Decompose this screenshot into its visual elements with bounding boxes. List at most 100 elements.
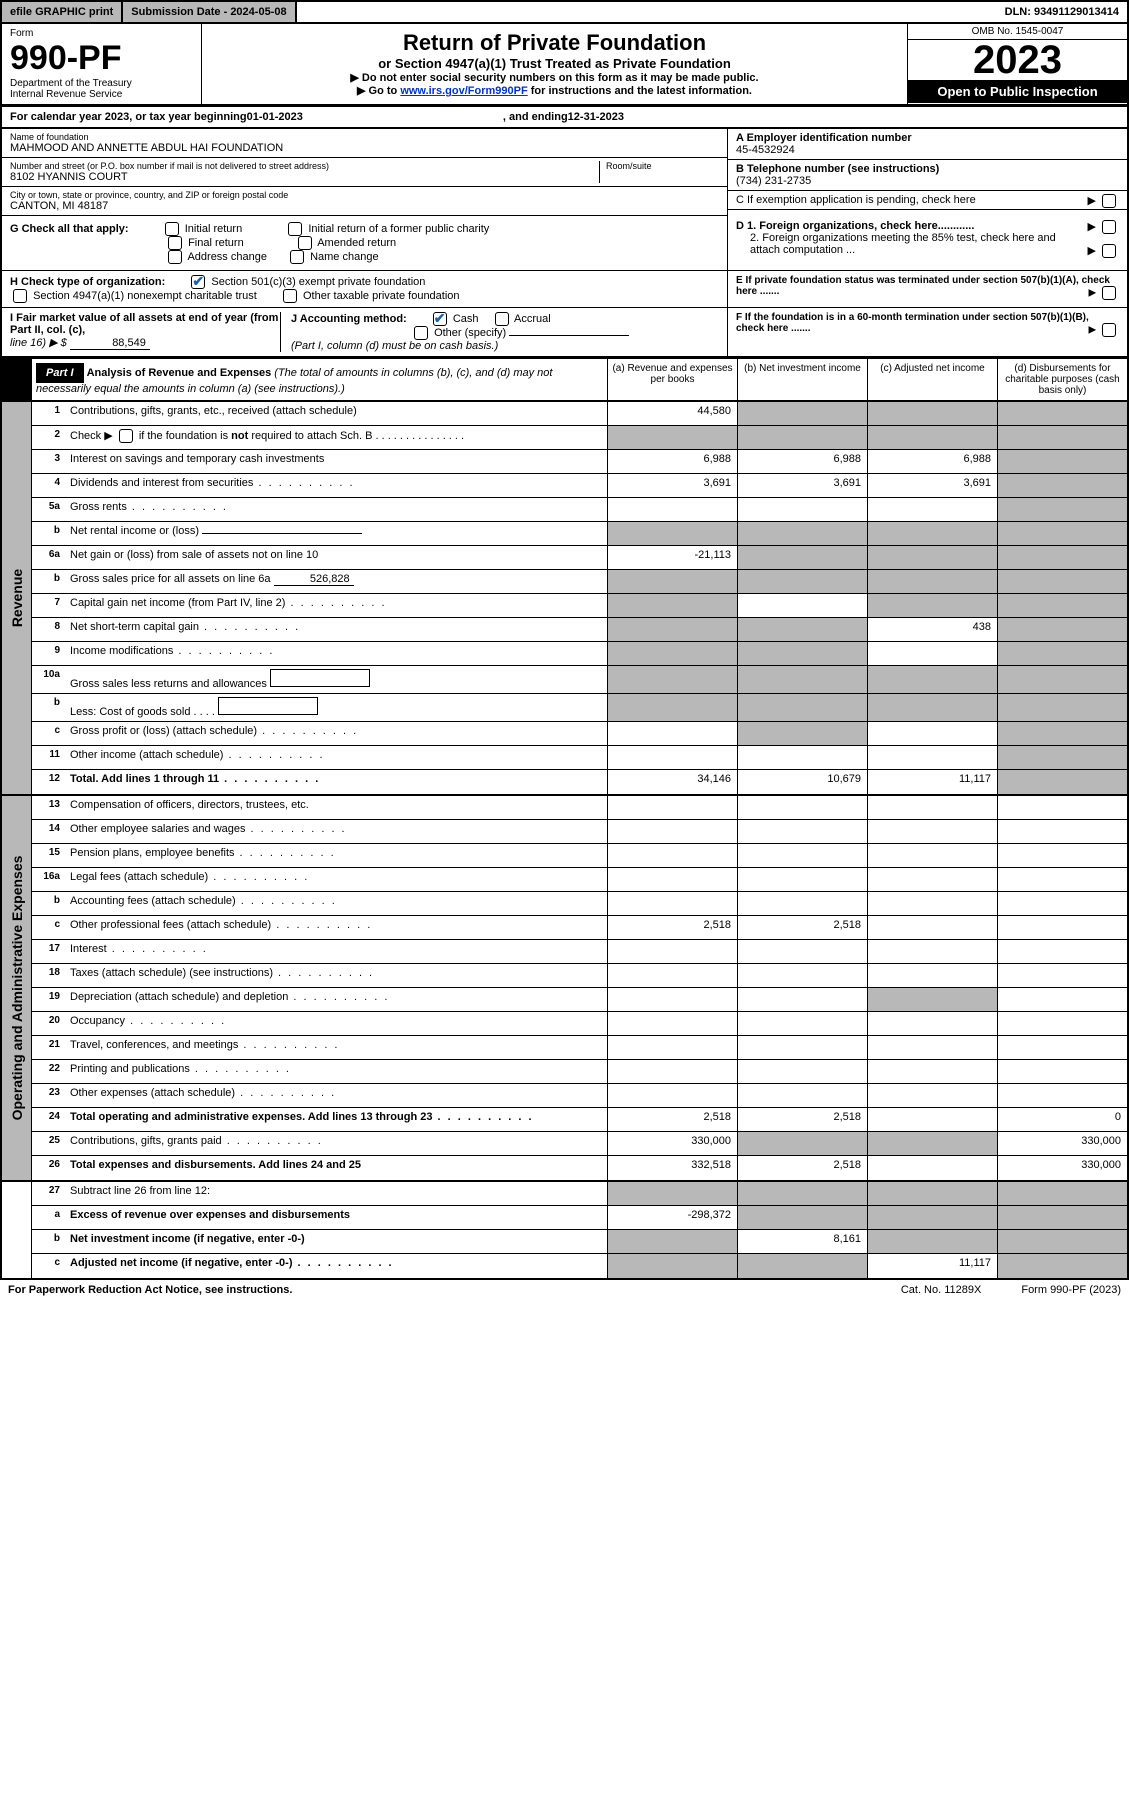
row-16a-label: Legal fees (attach schedule) <box>66 868 607 891</box>
ein-cell: A Employer identification number 45-4532… <box>728 129 1127 160</box>
final-return-checkbox[interactable] <box>168 236 182 250</box>
row-26-label: Total expenses and disbursements. Add li… <box>66 1156 607 1180</box>
tax-year: 2023 <box>908 40 1127 80</box>
row-6b-label: Gross sales price for all assets on line… <box>66 570 607 593</box>
city-state-zip: CANTON, MI 48187 <box>10 200 719 212</box>
phone-cell: B Telephone number (see instructions) (7… <box>728 160 1127 191</box>
h-checks: H Check type of organization: Section 50… <box>2 271 727 307</box>
row-9-label: Income modifications <box>66 642 607 665</box>
row-17-label: Interest <box>66 940 607 963</box>
net-section: 27Subtract line 26 from line 12: aExcess… <box>0 1182 1129 1280</box>
row-13-label: Compensation of officers, directors, tru… <box>66 796 607 819</box>
row-27-label: Subtract line 26 from line 12: <box>66 1182 607 1205</box>
e-check: E If private foundation status was termi… <box>727 271 1127 307</box>
submission-date: Submission Date - 2024-05-08 <box>121 2 296 22</box>
row-6a-label: Net gain or (loss) from sale of assets n… <box>66 546 607 569</box>
identification-block: Name of foundation MAHMOOD AND ANNETTE A… <box>0 129 1129 216</box>
initial-return-checkbox[interactable] <box>165 222 179 236</box>
open-public-badge: Open to Public Inspection <box>908 80 1127 103</box>
row-27c-label: Adjusted net income (if negative, enter … <box>66 1254 607 1278</box>
row-2-label: Check ▶ if the foundation is not require… <box>66 426 607 449</box>
terminated-checkbox[interactable] <box>1102 286 1116 300</box>
row-1-label: Contributions, gifts, grants, etc., rece… <box>66 402 607 425</box>
row-12-label: Total. Add lines 1 through 11 <box>66 770 607 794</box>
form-number: 990-PF <box>10 39 193 78</box>
d-checks: D 1. Foreign organizations, check here..… <box>727 216 1127 270</box>
phone-value: (734) 231-2735 <box>736 175 1119 187</box>
treasury-dept: Department of the Treasury <box>10 78 193 89</box>
row-14-label: Other employee salaries and wages <box>66 820 607 843</box>
row-21-label: Travel, conferences, and meetings <box>66 1036 607 1059</box>
form-footer-label: Form 990-PF (2023) <box>1021 1284 1121 1296</box>
col-a-header: (a) Revenue and expenses per books <box>607 359 737 400</box>
r1-a: 44,580 <box>607 402 737 425</box>
foundation-name: MAHMOOD AND ANNETTE ABDUL HAI FOUNDATION <box>10 142 719 154</box>
exemption-checkbox[interactable] <box>1102 194 1116 208</box>
room-suite-label: Room/suite <box>606 161 719 171</box>
amended-checkbox[interactable] <box>298 236 312 250</box>
row-20-label: Occupancy <box>66 1012 607 1035</box>
row-19-label: Depreciation (attach schedule) and deple… <box>66 988 607 1011</box>
cat-number: Cat. No. 11289X <box>901 1284 982 1296</box>
other-taxable-checkbox[interactable] <box>283 289 297 303</box>
part1-title: Part I Analysis of Revenue and Expenses … <box>32 359 607 400</box>
row-7-label: Capital gain net income (from Part IV, l… <box>66 594 607 617</box>
address-cell: Number and street (or P.O. box number if… <box>2 158 727 187</box>
foreign-org-checkbox[interactable] <box>1102 220 1116 234</box>
begin-date: 01-01-2023 <box>247 111 303 123</box>
f-check: F If the foundation is in a 60-month ter… <box>727 308 1127 356</box>
4947-checkbox[interactable] <box>13 289 27 303</box>
row-24-label: Total operating and administrative expen… <box>66 1108 607 1131</box>
col-b-header: (b) Net investment income <box>737 359 867 400</box>
row-27a-label: Excess of revenue over expenses and disb… <box>66 1206 607 1229</box>
efile-badge[interactable]: efile GRAPHIC print <box>2 2 121 22</box>
section-h-e: H Check type of organization: Section 50… <box>0 271 1129 308</box>
irs-label: Internal Revenue Service <box>10 89 193 100</box>
ssn-note: ▶ Do not enter social security numbers o… <box>208 71 901 84</box>
row-10a-label: Gross sales less returns and allowances <box>66 666 607 693</box>
form-title-block: Return of Private Foundation or Section … <box>202 24 907 104</box>
dln-number: DLN: 93491129013414 <box>997 2 1127 22</box>
paperwork-notice: For Paperwork Reduction Act Notice, see … <box>8 1284 292 1296</box>
accrual-checkbox[interactable] <box>495 312 509 326</box>
row-5a-label: Gross rents <box>66 498 607 521</box>
irs-link[interactable]: www.irs.gov/Form990PF <box>400 85 527 97</box>
col-d-header: (d) Disbursements for charitable purpose… <box>997 359 1127 400</box>
city-cell: City or town, state or province, country… <box>2 187 727 216</box>
fmv-value: 88,549 <box>70 337 150 350</box>
60month-checkbox[interactable] <box>1102 323 1116 337</box>
501c3-checkbox[interactable] <box>191 275 205 289</box>
street-address: 8102 HYANNIS COURT <box>10 171 599 183</box>
foundation-name-cell: Name of foundation MAHMOOD AND ANNETTE A… <box>2 129 727 158</box>
cash-checkbox[interactable] <box>433 312 447 326</box>
col-c-header: (c) Adjusted net income <box>867 359 997 400</box>
expenses-sidelabel: Operating and Administrative Expenses <box>2 796 32 1180</box>
name-change-checkbox[interactable] <box>290 250 304 264</box>
section-i-j-f: I Fair market value of all assets at end… <box>0 308 1129 358</box>
exemption-cell: C If exemption application is pending, c… <box>728 191 1127 210</box>
i-j-block: I Fair market value of all assets at end… <box>2 308 727 356</box>
row-3-label: Interest on savings and temporary cash i… <box>66 450 607 473</box>
other-method-checkbox[interactable] <box>414 326 428 340</box>
address-change-checkbox[interactable] <box>168 250 182 264</box>
g-checks: G Check all that apply: Initial return I… <box>2 216 727 270</box>
row-5b-label: Net rental income or (loss) <box>66 522 607 545</box>
sch-b-checkbox[interactable] <box>119 429 133 443</box>
form-word: Form <box>10 28 193 39</box>
end-date: 12-31-2023 <box>568 111 624 123</box>
row-25-label: Contributions, gifts, grants paid <box>66 1132 607 1155</box>
top-bar: efile GRAPHIC print Submission Date - 20… <box>0 0 1129 24</box>
part1-header-row: Part I Analysis of Revenue and Expenses … <box>0 358 1129 402</box>
row-27b-label: Net investment income (if negative, ente… <box>66 1230 607 1253</box>
ein-value: 45-4532924 <box>736 144 1119 156</box>
initial-former-checkbox[interactable] <box>288 222 302 236</box>
foreign-85-checkbox[interactable] <box>1102 244 1116 258</box>
calendar-year-row: For calendar year 2023, or tax year begi… <box>0 106 1129 129</box>
row-10c-label: Gross profit or (loss) (attach schedule) <box>66 722 607 745</box>
revenue-sidelabel: Revenue <box>2 402 32 794</box>
revenue-section: Revenue 1Contributions, gifts, grants, e… <box>0 402 1129 796</box>
row-10b-label: Less: Cost of goods sold . . . . <box>66 694 607 721</box>
form-title: Return of Private Foundation <box>208 30 901 56</box>
row-4-label: Dividends and interest from securities <box>66 474 607 497</box>
row-15-label: Pension plans, employee benefits <box>66 844 607 867</box>
